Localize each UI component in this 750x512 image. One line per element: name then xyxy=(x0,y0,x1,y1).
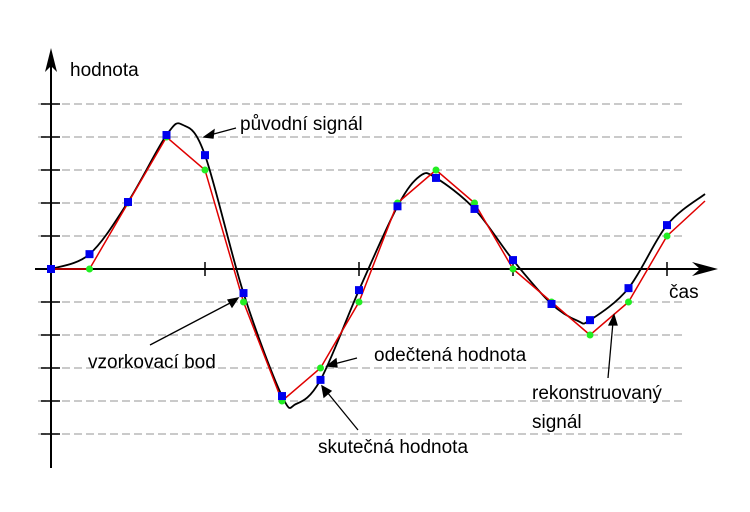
arrow-head-icon xyxy=(607,313,618,326)
sample-point xyxy=(547,299,556,308)
sample-point xyxy=(278,392,286,401)
x-axis-arrow-icon xyxy=(692,262,718,276)
read-value-point xyxy=(317,364,324,372)
original-signal-label: původní signál xyxy=(240,114,363,135)
arrow-sample-point xyxy=(149,301,233,346)
arrow-head-icon xyxy=(325,357,338,368)
arrow-head-icon xyxy=(226,297,240,309)
arrow-actual-value xyxy=(326,391,359,431)
arrow-original-signal xyxy=(209,127,237,136)
sample-point xyxy=(85,250,94,259)
arrow-head-icon xyxy=(321,384,333,399)
reconstructed-signal-line xyxy=(51,135,706,403)
read-value-label: odečtená hodnota xyxy=(374,345,527,366)
sample-point xyxy=(201,151,209,160)
read-value-point xyxy=(86,265,93,273)
sample-point xyxy=(239,289,248,298)
sample-point xyxy=(162,131,171,140)
sample-point xyxy=(316,375,325,384)
arrow-head-icon xyxy=(202,128,215,139)
sample-point xyxy=(355,286,363,295)
x-axis-label: čas xyxy=(669,282,699,303)
arrow-reconstructed-signal xyxy=(607,321,614,379)
sample-point xyxy=(470,204,479,213)
sample-point-label: vzorkovací bod xyxy=(88,352,216,373)
read-value-point xyxy=(471,199,478,207)
arrow-read-value xyxy=(333,357,358,365)
original-signal-curve xyxy=(50,122,706,409)
read-value-point xyxy=(240,298,247,306)
actual-value-label: skutečná hodnota xyxy=(318,437,469,458)
y-axis-label: hodnota xyxy=(70,60,139,81)
read-value-point xyxy=(432,166,440,174)
read-value-point xyxy=(625,298,632,306)
sample-point xyxy=(432,173,440,182)
read-value-point xyxy=(355,298,363,306)
read-value-point xyxy=(586,331,594,339)
sample-point xyxy=(624,284,633,293)
reconstructed-signal-label-line1: rekonstruovaný xyxy=(532,383,662,404)
sample-point xyxy=(509,256,517,265)
sample-point xyxy=(47,265,55,273)
y-axis-arrow-icon xyxy=(45,48,57,72)
sample-point xyxy=(663,221,671,230)
sample-marks xyxy=(47,131,671,405)
sample-point xyxy=(586,316,594,325)
reconstructed-signal-label-line2: signál xyxy=(532,412,582,433)
sample-point xyxy=(393,202,402,211)
read-value-point xyxy=(509,265,517,273)
annotation-arrows xyxy=(149,127,618,431)
sample-point xyxy=(124,198,132,207)
read-value-point xyxy=(663,232,671,240)
read-value-point xyxy=(201,166,209,174)
